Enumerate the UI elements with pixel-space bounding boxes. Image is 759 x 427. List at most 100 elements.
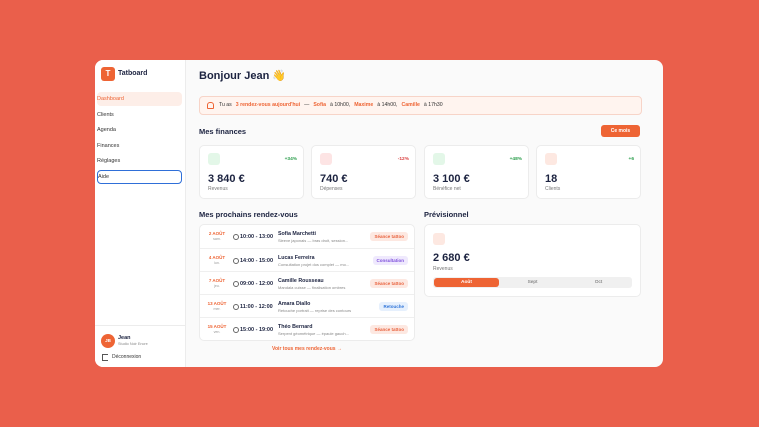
stat-change: +34%	[284, 157, 297, 162]
alert-text: Sofia	[313, 102, 327, 108]
nav-label: Aide	[98, 174, 110, 180]
stat-value: 3 100 €	[433, 173, 470, 185]
alert-text: à 10h00,	[330, 102, 351, 108]
date: 13 AOÛT	[207, 301, 227, 306]
stat-icon	[320, 153, 332, 165]
tag: Retouche	[379, 302, 408, 311]
tag: Séance tattoo	[370, 325, 408, 334]
alert-text: Camille	[401, 102, 420, 108]
description: Mandala cuisse — finalisation ombres	[278, 285, 346, 290]
forecast-icon	[433, 233, 445, 245]
stat-value: 18	[545, 173, 558, 185]
time: 09:00 - 12:00	[240, 281, 274, 287]
nav-label: Finances	[97, 143, 120, 149]
stat-label: Clients	[545, 186, 561, 192]
weekday: lun.	[214, 261, 220, 265]
nav-item[interactable]: Clients	[97, 108, 182, 122]
brand: Tatboard	[118, 70, 148, 77]
nav-item[interactable]: Aide	[97, 170, 182, 184]
date: 4 AOÛT	[208, 255, 226, 260]
tab[interactable]: Août	[434, 278, 499, 287]
stat-label: Dépenses	[320, 186, 343, 192]
nav-item[interactable]: Agenda	[97, 123, 182, 137]
description: Sleeve japonais — bras droit, session...	[278, 238, 349, 243]
appointments-list: 2 AOÛT sam. 10:00 - 13:00 Sofia Marchetti Sl…	[199, 224, 415, 341]
period-button[interactable]: Ce mois	[601, 125, 640, 137]
nav-item[interactable]: Finances	[97, 139, 182, 153]
time: 14:00 - 15:00	[240, 258, 274, 264]
section-title: Mes finances	[199, 127, 247, 136]
weekday: ven.	[213, 330, 221, 334]
stat-change: +6	[628, 157, 634, 162]
forecast-card: 2 680 € Revenus Août Sept Oct	[424, 224, 641, 297]
clock-icon	[233, 281, 239, 287]
user-name: Jean	[118, 335, 131, 341]
clock-icon	[233, 234, 239, 240]
stat-icon	[208, 153, 220, 165]
clock-icon	[233, 258, 239, 264]
forecast-label: Revenus	[433, 266, 453, 272]
stat-card: +6 18 Clients	[536, 145, 641, 199]
greeting: Bonjour Jean 👋	[199, 70, 287, 82]
avatar: JB	[101, 334, 115, 348]
clock-icon	[233, 327, 239, 333]
time: 10:00 - 13:00	[240, 234, 274, 240]
description: Consultation projet dos complet — mo...	[278, 262, 350, 267]
stat-icon	[545, 153, 557, 165]
tab[interactable]: Sept	[527, 280, 538, 285]
logo: T	[101, 67, 115, 81]
tab[interactable]: Oct	[594, 280, 603, 285]
nav-item[interactable]: Réglages	[97, 154, 182, 168]
appointment-row[interactable]: 7 AOÛT jeu. 09:00 - 12:00 Camille Rousseau M…	[200, 271, 414, 295]
stat-card: +48% 3 100 € Bénéfice net	[424, 145, 529, 199]
stat-value: 3 840 €	[208, 173, 245, 185]
stat-label: Revenus	[208, 186, 228, 192]
time: 15:00 - 19:00	[240, 327, 274, 333]
forecast-value: 2 680 €	[433, 252, 470, 264]
nav-label: Réglages	[97, 158, 121, 164]
logout[interactable]: Déconnexion	[112, 354, 142, 360]
client-name: Sofia Marchetti	[278, 231, 316, 237]
alert-text: à 17h30	[423, 102, 443, 108]
date: 15 AOÛT	[207, 324, 227, 329]
stat-value: 740 €	[320, 173, 348, 185]
alert-text: à 14h00,	[377, 102, 398, 108]
weekday: sam.	[213, 237, 221, 241]
alert-text: 3 rendez-vous aujourd'hui	[235, 102, 301, 108]
bell-icon	[207, 102, 214, 109]
tabs: Août Sept Oct	[433, 277, 632, 288]
alert-text: Maxime	[354, 102, 374, 108]
alert-text: Tu as	[219, 102, 232, 108]
client-name: Amara Diallo	[278, 301, 311, 307]
appointment-row[interactable]: 13 AOÛT mer. 11:00 - 12:00 Amara Diallo Reto…	[200, 294, 414, 318]
date: 2 AOÛT	[208, 231, 226, 236]
stat-change: +48%	[509, 157, 522, 162]
tag: Séance tattoo	[370, 232, 408, 241]
nav-label: Agenda	[97, 127, 116, 133]
appointment-row[interactable]: 2 AOÛT sam. 10:00 - 13:00 Sofia Marchetti Sl…	[200, 225, 414, 248]
nav-label: Dashboard	[97, 96, 124, 102]
stat-card: -12% 740 € Dépenses	[311, 145, 416, 199]
section-title: Mes prochains rendez-vous	[199, 210, 298, 219]
user-studio: Studio Noir Encre	[118, 342, 148, 346]
description: Retouche portrait — reprise des contours	[278, 308, 352, 313]
weekday: mer.	[213, 307, 221, 311]
alert: Tu as 3 rendez-vous aujourd'hui — Sofia à 10…	[199, 96, 642, 115]
stat-icon	[433, 153, 445, 165]
time: 11:00 - 12:00	[240, 304, 273, 310]
stat-card: +34% 3 840 € Revenus	[199, 145, 304, 199]
appointment-row[interactable]: 4 AOÛT lun. 14:00 - 15:00 Lucas Ferreira Con…	[200, 248, 414, 272]
alert-text: —	[304, 102, 310, 108]
app-window: T Tatboard Dashboard Clients Agenda Finance…	[95, 60, 663, 367]
section-title: Prévisionnel	[424, 210, 469, 219]
clock-icon	[233, 304, 239, 310]
description: Serpent géométrique — épaule gauch...	[278, 331, 349, 336]
tag: Consultation	[372, 256, 408, 265]
nav-item[interactable]: Dashboard	[97, 92, 182, 106]
client-name: Lucas Ferreira	[278, 255, 315, 261]
see-all-link[interactable]: Voir tous mes rendez-vous →	[272, 346, 342, 352]
nav-label: Clients	[97, 112, 114, 118]
appointment-row[interactable]: 15 AOÛT ven. 15:00 - 19:00 Théo Bernard Serp…	[200, 317, 414, 341]
